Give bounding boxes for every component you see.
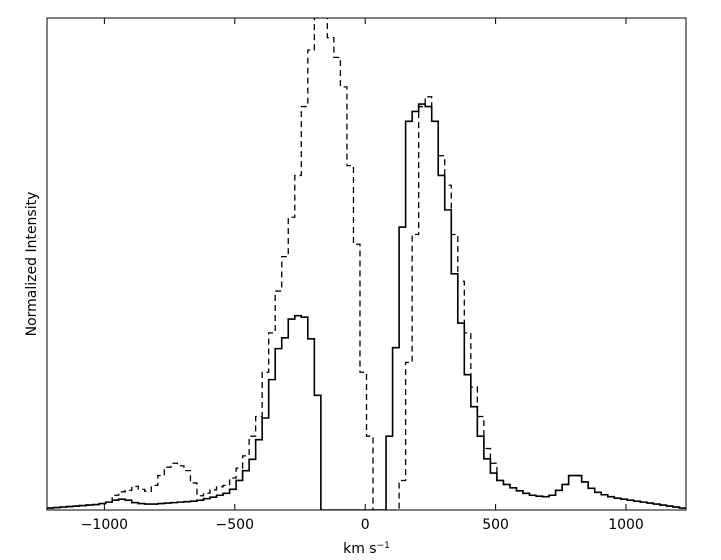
x-tick-label: 0	[361, 517, 370, 533]
y-axis-label: Normalized Intensity	[24, 192, 40, 337]
series-layer	[47, 18, 686, 510]
series-line-dashed	[47, 18, 686, 510]
x-axis-label-superscript: −1	[377, 541, 390, 551]
series-line-solid	[47, 103, 686, 510]
x-tick-label: −500	[216, 517, 254, 533]
x-tick-label: 500	[482, 517, 509, 533]
ticks-layer: −1000 −500 0 500 1000	[81, 18, 644, 533]
x-tick-label: 1000	[608, 517, 644, 533]
x-axis-label: km s−1	[343, 541, 390, 557]
plot-frame	[46, 17, 687, 511]
x-tick-label: −1000	[81, 517, 128, 533]
